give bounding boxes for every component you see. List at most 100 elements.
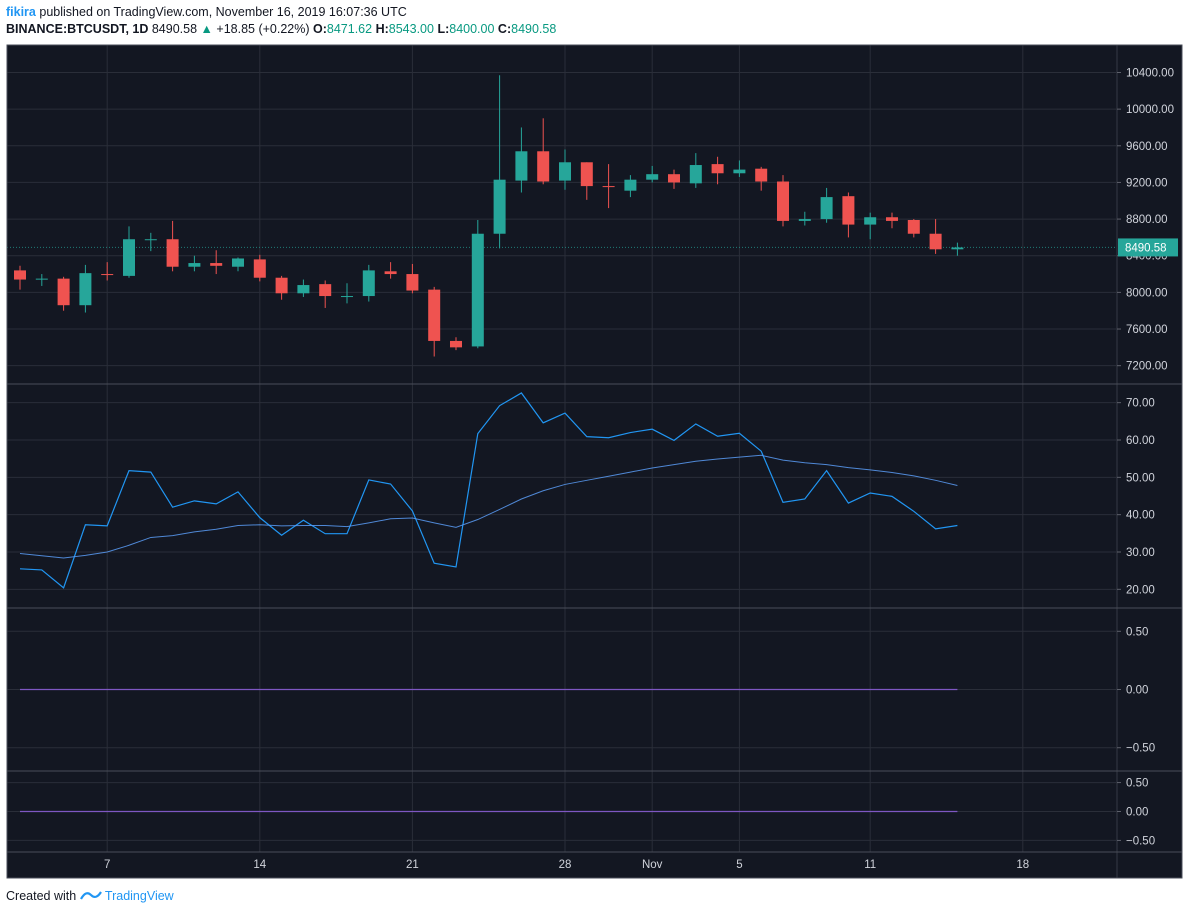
candle-body (580, 162, 593, 187)
high-value: 8543.00 (388, 22, 434, 36)
candle-body (14, 270, 26, 280)
candle-oct-30 (602, 164, 615, 209)
chart-background (7, 45, 1182, 878)
candle-body (210, 263, 223, 266)
candle-nov-7 (777, 175, 789, 227)
osc2-axis-tick-label: 0.00 (1126, 807, 1148, 819)
candle-body (232, 258, 244, 267)
last-price-label: 8490.58 (1125, 242, 1167, 254)
rsi-axis-tick-label: 30.00 (1126, 547, 1155, 559)
rsi-axis-tick-label: 40.00 (1126, 510, 1155, 522)
osc1-axis-tick-label: 0.50 (1126, 626, 1148, 638)
candle-nov-13 (907, 219, 920, 238)
candle-oct-11 (188, 255, 201, 272)
price-axis-tick-label: 10000.00 (1126, 104, 1174, 116)
candle-body (450, 340, 462, 348)
candle-oct-4 (35, 274, 48, 286)
candle-body (319, 284, 332, 297)
candle-nov-8 (798, 211, 811, 226)
candle-body (689, 165, 702, 184)
candle-body (646, 174, 659, 180)
candle-body (886, 217, 898, 221)
open-value: 8471.62 (326, 22, 373, 36)
candle-body (275, 277, 288, 294)
time-axis-label: 18 (1016, 859, 1029, 871)
candle-oct-7 (101, 262, 114, 281)
time-axis-label: 11 (864, 859, 876, 871)
ohlc-legend: BINANCE:BTCUSDT, 1D 8490.58 ▲ +18.85 (+0… (6, 21, 556, 38)
candle-oct-9 (144, 232, 157, 252)
candle-nov-10 (842, 192, 855, 238)
time-axis-label: Nov (642, 859, 663, 871)
candle-oct-18 (341, 283, 353, 304)
candle-nov-15 (951, 242, 964, 256)
rsi-line (19, 392, 958, 589)
tradingview-brand[interactable]: TradingView (104, 889, 174, 903)
candle-body (864, 217, 877, 225)
candle-body (57, 278, 70, 306)
candle-body (624, 179, 637, 191)
candle-nov-6 (755, 166, 768, 191)
close-value: 8490.58 (511, 22, 557, 36)
candle-body (711, 164, 724, 174)
close-label: C: (497, 22, 512, 36)
candle-oct-29 (580, 162, 593, 200)
candle-body (471, 233, 484, 347)
candle-oct-22 (428, 286, 441, 357)
candle-oct-19 (362, 264, 375, 302)
candle-body (123, 239, 135, 276)
low-label: L: (437, 22, 450, 36)
candle-oct-25 (493, 75, 506, 249)
candle-body (35, 278, 48, 280)
candle-body (428, 289, 441, 341)
candle-body (253, 259, 266, 278)
candle-body (101, 274, 114, 276)
osc1-axis-tick-label: −0.50 (1126, 743, 1155, 755)
candle-body (144, 239, 157, 241)
candle-body (384, 271, 397, 275)
low-value: 8400.00 (449, 22, 495, 36)
time-axis-label: 14 (253, 859, 266, 871)
candle-body (559, 162, 571, 181)
candle-oct-26 (515, 127, 528, 193)
candle-oct-8 (123, 226, 135, 278)
up-triangle-icon: ▲ (200, 22, 213, 36)
candle-nov-12 (886, 212, 898, 229)
candle-body (537, 151, 550, 182)
osc2-axis-tick-label: 0.50 (1126, 778, 1148, 790)
price-axis-tick-label: 8000.00 (1126, 287, 1168, 299)
time-axis-label: 28 (559, 859, 572, 871)
publish-info: fikira published on TradingView.com, Nov… (6, 4, 556, 21)
candle-nov-2 (668, 169, 680, 189)
chart-header: fikira published on TradingView.com, Nov… (6, 4, 556, 38)
candle-body (951, 247, 964, 250)
price-axis-tick-label: 10400.00 (1126, 67, 1174, 79)
rsi-axis-tick-label: 20.00 (1126, 584, 1155, 596)
symbol-label[interactable]: BINANCE:BTCUSDT, 1D (6, 22, 149, 36)
time-axis-label: 5 (736, 859, 742, 871)
author-link[interactable]: fikira (6, 5, 36, 19)
candle-body (166, 239, 179, 267)
price-axis-tick-label: 9200.00 (1126, 177, 1168, 189)
candle-oct-28 (559, 149, 571, 190)
candle-body (842, 196, 855, 225)
candle-body (515, 151, 528, 181)
candle-body (929, 233, 942, 250)
last-price-badge (1118, 238, 1178, 257)
chart-frame (6, 44, 1183, 879)
candle-oct-17 (319, 280, 332, 308)
candle-body (820, 197, 833, 220)
rsi-ma-line (19, 454, 958, 559)
candle-oct-24 (471, 219, 484, 349)
candle-nov-4 (711, 156, 724, 185)
candle-oct-23 (450, 337, 462, 351)
created-with-text: Created with (6, 889, 77, 903)
candle-body (406, 274, 419, 291)
time-axis-label: 7 (104, 859, 110, 871)
price-axis-tick-label: 7200.00 (1126, 361, 1168, 373)
tradingview-logo-icon[interactable] (79, 889, 105, 903)
candle-nov-9 (820, 187, 833, 223)
candle-body (733, 169, 746, 174)
rsi-axis-tick-label: 50.00 (1126, 472, 1155, 484)
